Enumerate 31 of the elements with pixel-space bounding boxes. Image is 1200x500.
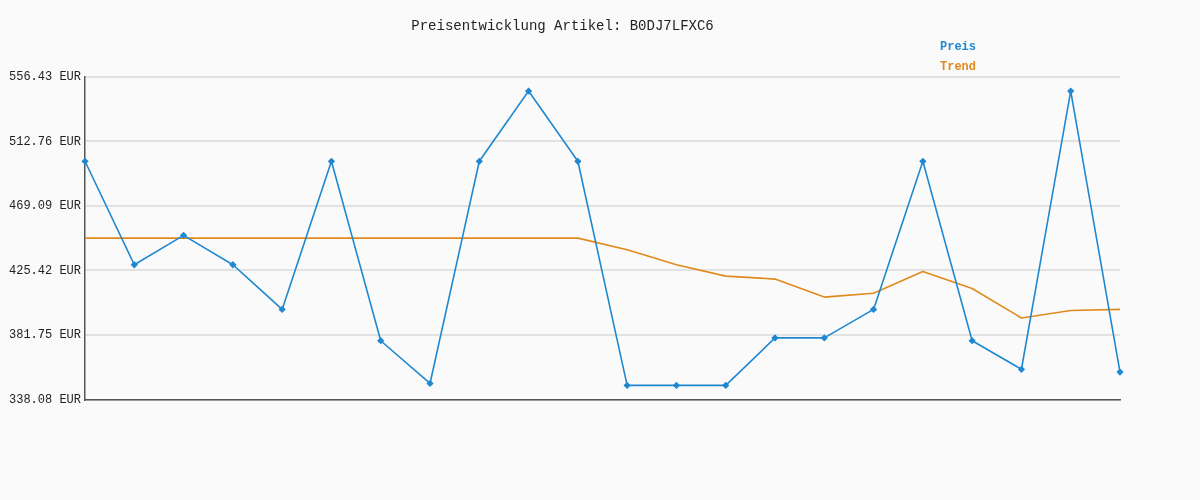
point [475,157,483,165]
point [377,337,385,345]
point [870,306,877,313]
point [328,157,335,165]
y-tick-label: 338.08 EUR [9,392,82,407]
point [968,337,976,345]
text: Trend [940,60,977,75]
text: Preis [940,40,977,55]
point [623,382,631,389]
point [131,261,138,269]
point [722,382,730,389]
point [1116,368,1124,376]
point [426,380,434,387]
y-tick-label: 556.43 EUR [9,69,82,84]
point [180,232,187,239]
point [81,157,89,165]
y-tick-label: 381.75 EUR [9,328,82,343]
y-tick-label: 469.09 EUR [9,199,82,214]
point [574,157,582,165]
point [673,382,680,389]
point [771,334,779,342]
point [525,87,532,95]
point [919,157,927,165]
point [1018,365,1025,373]
y-tick-label: 425.42 EUR [9,263,82,278]
point [820,334,828,342]
point [1067,87,1075,95]
chart-title: Preisentwicklung Artikel: B0DJ7LFXC6 [411,18,714,35]
point [229,261,237,269]
y-tick-label: 512.76 EUR [9,134,82,149]
point [278,306,286,313]
